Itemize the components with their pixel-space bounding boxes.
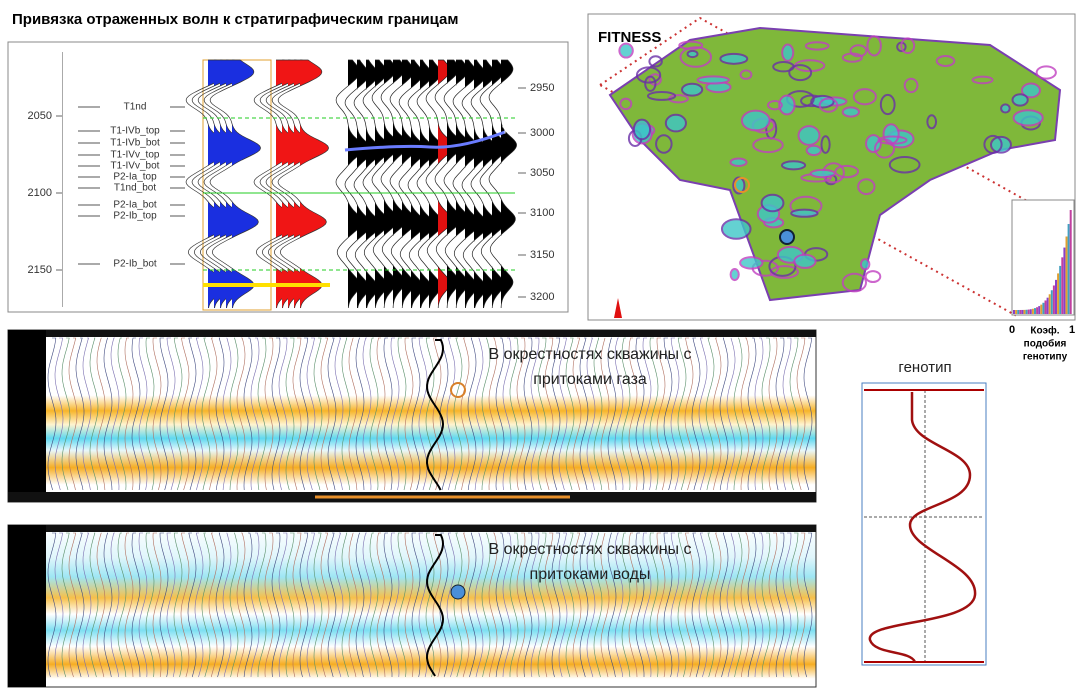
map-texture bbox=[688, 51, 698, 57]
slide: Привязка отраженных волн к стратиграфиче… bbox=[0, 0, 1079, 688]
map-texture bbox=[794, 255, 815, 268]
water-well bbox=[780, 230, 794, 244]
map-texture bbox=[791, 210, 817, 217]
histogram-bar bbox=[1040, 305, 1042, 314]
histogram-bar bbox=[1034, 308, 1036, 314]
map-texture bbox=[682, 84, 702, 96]
depth-label: 2050 bbox=[28, 110, 52, 122]
map-texture bbox=[634, 120, 650, 140]
histogram-bar bbox=[1068, 224, 1070, 314]
section-side bbox=[8, 525, 46, 687]
histogram-bar bbox=[1053, 285, 1055, 314]
horizon-label: P2-Ia_top bbox=[113, 172, 157, 183]
section-caption: В окрестностях скважины с bbox=[489, 541, 692, 558]
scale-min: 0 bbox=[1009, 324, 1015, 336]
map-texture bbox=[811, 170, 835, 177]
horizon-label: T1-IVv_top bbox=[111, 150, 160, 161]
histogram-bar bbox=[1066, 236, 1068, 314]
map-texture bbox=[731, 269, 739, 280]
axis-line bbox=[62, 52, 63, 307]
histogram-bar bbox=[1070, 210, 1072, 314]
histogram-bar bbox=[1059, 266, 1061, 314]
section-caption: притоками газа bbox=[533, 371, 647, 388]
map-texture bbox=[762, 195, 784, 212]
time-label: 3050 bbox=[530, 167, 554, 179]
map-texture bbox=[698, 76, 729, 83]
histogram-bar bbox=[1021, 310, 1023, 314]
slide-title: Привязка отраженных волн к стратиграфиче… bbox=[12, 11, 458, 28]
histogram-bar bbox=[1061, 257, 1063, 314]
histogram-bar bbox=[1028, 310, 1030, 314]
histogram-bar bbox=[1051, 290, 1053, 314]
time-label: 3200 bbox=[530, 291, 554, 303]
map-texture bbox=[720, 54, 747, 64]
section-top-strip bbox=[46, 525, 816, 532]
scale-max: 1 bbox=[1069, 324, 1075, 336]
scale-label: Коэф. bbox=[1030, 325, 1059, 337]
histogram-bar bbox=[1055, 280, 1057, 314]
map-texture bbox=[807, 146, 821, 155]
map-texture bbox=[866, 135, 881, 152]
horizon-label: P2-Ib_bot bbox=[113, 259, 157, 270]
genotype-box bbox=[862, 383, 986, 665]
map-texture bbox=[666, 115, 686, 132]
genotype-title: генотип bbox=[898, 359, 951, 376]
histogram-bar bbox=[1032, 309, 1034, 314]
histogram-bar bbox=[1030, 309, 1032, 314]
map-texture bbox=[1013, 94, 1028, 105]
histogram-bar bbox=[1038, 306, 1040, 314]
histogram-bar bbox=[1047, 298, 1049, 314]
histogram-bar bbox=[1013, 310, 1015, 314]
time-label: 3000 bbox=[530, 127, 554, 139]
map-texture bbox=[740, 257, 762, 269]
time-label: 2950 bbox=[530, 82, 554, 94]
map-texture bbox=[742, 111, 770, 131]
histogram-bar bbox=[1017, 310, 1019, 314]
section-water bbox=[8, 525, 816, 687]
time-label: 3150 bbox=[530, 249, 554, 261]
horizon-label: T1-IVv_bot bbox=[111, 161, 160, 172]
histogram-bar bbox=[1019, 310, 1021, 314]
horizon-label: T1-IVb_top bbox=[110, 126, 160, 137]
histogram-bar bbox=[1049, 294, 1051, 314]
map-texture bbox=[730, 158, 746, 165]
map-texture bbox=[1001, 104, 1010, 112]
scale-label: генотипу bbox=[1023, 352, 1068, 363]
horizon-label: T1-IVb_bot bbox=[110, 138, 160, 149]
histogram-bar bbox=[1026, 310, 1028, 314]
map-texture bbox=[1014, 110, 1043, 125]
section-caption: притоками воды bbox=[530, 566, 651, 583]
map-texture bbox=[843, 107, 859, 116]
pick-label: TP bbox=[502, 126, 515, 137]
histogram-bar bbox=[1045, 300, 1047, 314]
map-texture bbox=[782, 161, 805, 169]
horizon-label: P2-Ib_top bbox=[113, 211, 157, 222]
map-texture bbox=[799, 126, 820, 145]
map-texture bbox=[861, 259, 869, 269]
water-marker bbox=[451, 585, 465, 599]
section-side bbox=[8, 330, 46, 502]
scale-label: подобия bbox=[1024, 338, 1067, 350]
histogram-bar bbox=[1036, 307, 1038, 314]
histogram-bar bbox=[1024, 310, 1026, 314]
histogram-bar bbox=[1042, 303, 1044, 314]
section-top-strip bbox=[46, 330, 816, 337]
map-title: FITNESS bbox=[598, 29, 661, 46]
map-texture bbox=[722, 219, 751, 239]
depth-label: 2100 bbox=[28, 187, 52, 199]
histogram-bar bbox=[1057, 273, 1059, 314]
section-caption: В окрестностях скважины с bbox=[489, 346, 692, 363]
horizon-label: T1nd_bot bbox=[114, 183, 156, 194]
horizon-label: T1nd bbox=[124, 102, 147, 113]
histogram-bar bbox=[1015, 310, 1017, 314]
histogram-bar bbox=[1063, 248, 1065, 314]
time-label: 3100 bbox=[530, 207, 554, 219]
map-texture bbox=[782, 45, 793, 61]
horizon-label: P2-Ia_bot bbox=[113, 200, 157, 211]
depth-label: 2150 bbox=[28, 264, 52, 276]
